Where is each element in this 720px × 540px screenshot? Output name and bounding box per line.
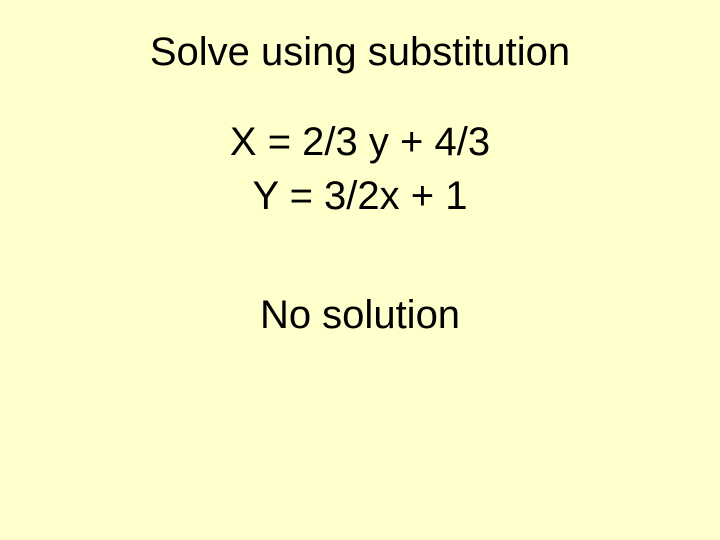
equation-2: Y = 3/2x + 1 <box>230 169 490 223</box>
equations-block: X = 2/3 y + 4/3 Y = 3/2x + 1 <box>230 115 490 223</box>
result-text: No solution <box>260 293 460 338</box>
equation-1: X = 2/3 y + 4/3 <box>230 115 490 169</box>
slide-title: Solve using substitution <box>150 30 570 75</box>
